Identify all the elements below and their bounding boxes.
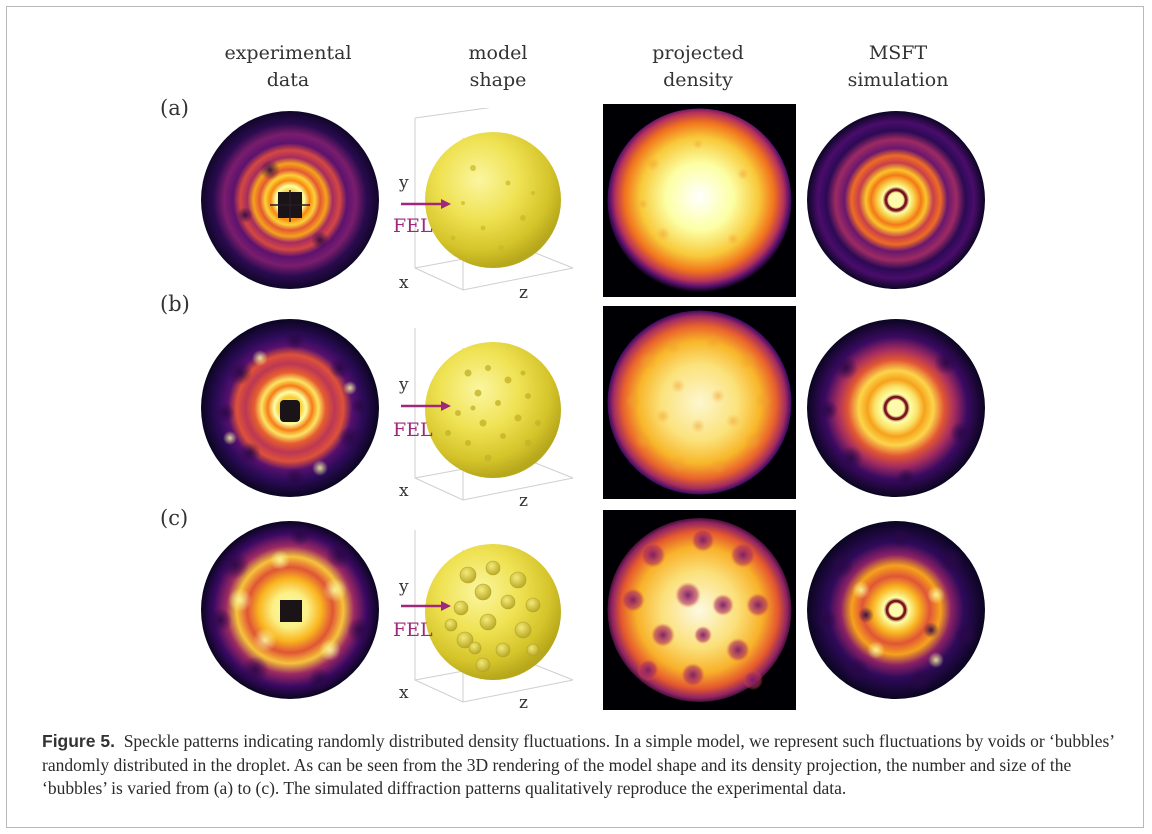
projected-density-c xyxy=(603,510,796,710)
column-header-msft-simulation: MSFT simulation xyxy=(847,42,949,91)
axis-z-label: z xyxy=(519,491,528,508)
fel-arrowhead xyxy=(441,401,451,411)
axis-y-label: y xyxy=(398,173,409,193)
experimental-pattern-b xyxy=(201,319,379,497)
column-header-model-shape: model shape xyxy=(468,42,528,91)
projected-density-a xyxy=(603,104,796,297)
model-shape-a: y x z FEL xyxy=(393,108,574,298)
model-shape-c: y x z FEL xyxy=(393,530,574,710)
column-header-experimental: experimental data xyxy=(224,42,352,91)
fel-arrowhead xyxy=(441,199,451,209)
axis-x-label: x xyxy=(399,273,409,293)
axis-y-label: y xyxy=(398,577,409,597)
projected-density-b xyxy=(603,306,796,499)
column-header-projected-density: projected density xyxy=(652,42,744,91)
experimental-pattern-a xyxy=(201,111,379,289)
fel-label: FEL xyxy=(393,215,433,237)
axis-z-label: z xyxy=(519,283,528,298)
row-label-a: (a) xyxy=(160,96,189,120)
fel-label: FEL xyxy=(393,619,433,641)
figure-caption: Figure 5. Speckle patterns indicating ra… xyxy=(42,730,1122,801)
msft-simulation-b xyxy=(807,319,985,497)
row-label-b: (b) xyxy=(160,292,190,316)
axis-x-label: x xyxy=(399,481,409,501)
caption-text: Speckle patterns indicating randomly dis… xyxy=(42,731,1114,798)
model-shape-b: y x z FEL xyxy=(393,328,574,508)
msft-simulation-a xyxy=(807,111,985,289)
axis-z-label: z xyxy=(519,693,528,710)
msft-simulation-c xyxy=(807,521,985,699)
axis-x-label: x xyxy=(399,683,409,703)
figure-frame xyxy=(6,6,1144,828)
fel-label: FEL xyxy=(393,419,433,441)
fel-arrowhead xyxy=(441,601,451,611)
row-label-c: (c) xyxy=(160,506,189,530)
caption-label: Figure 5. xyxy=(42,731,115,751)
axis-y-label: y xyxy=(398,375,409,395)
experimental-pattern-c xyxy=(201,521,379,699)
